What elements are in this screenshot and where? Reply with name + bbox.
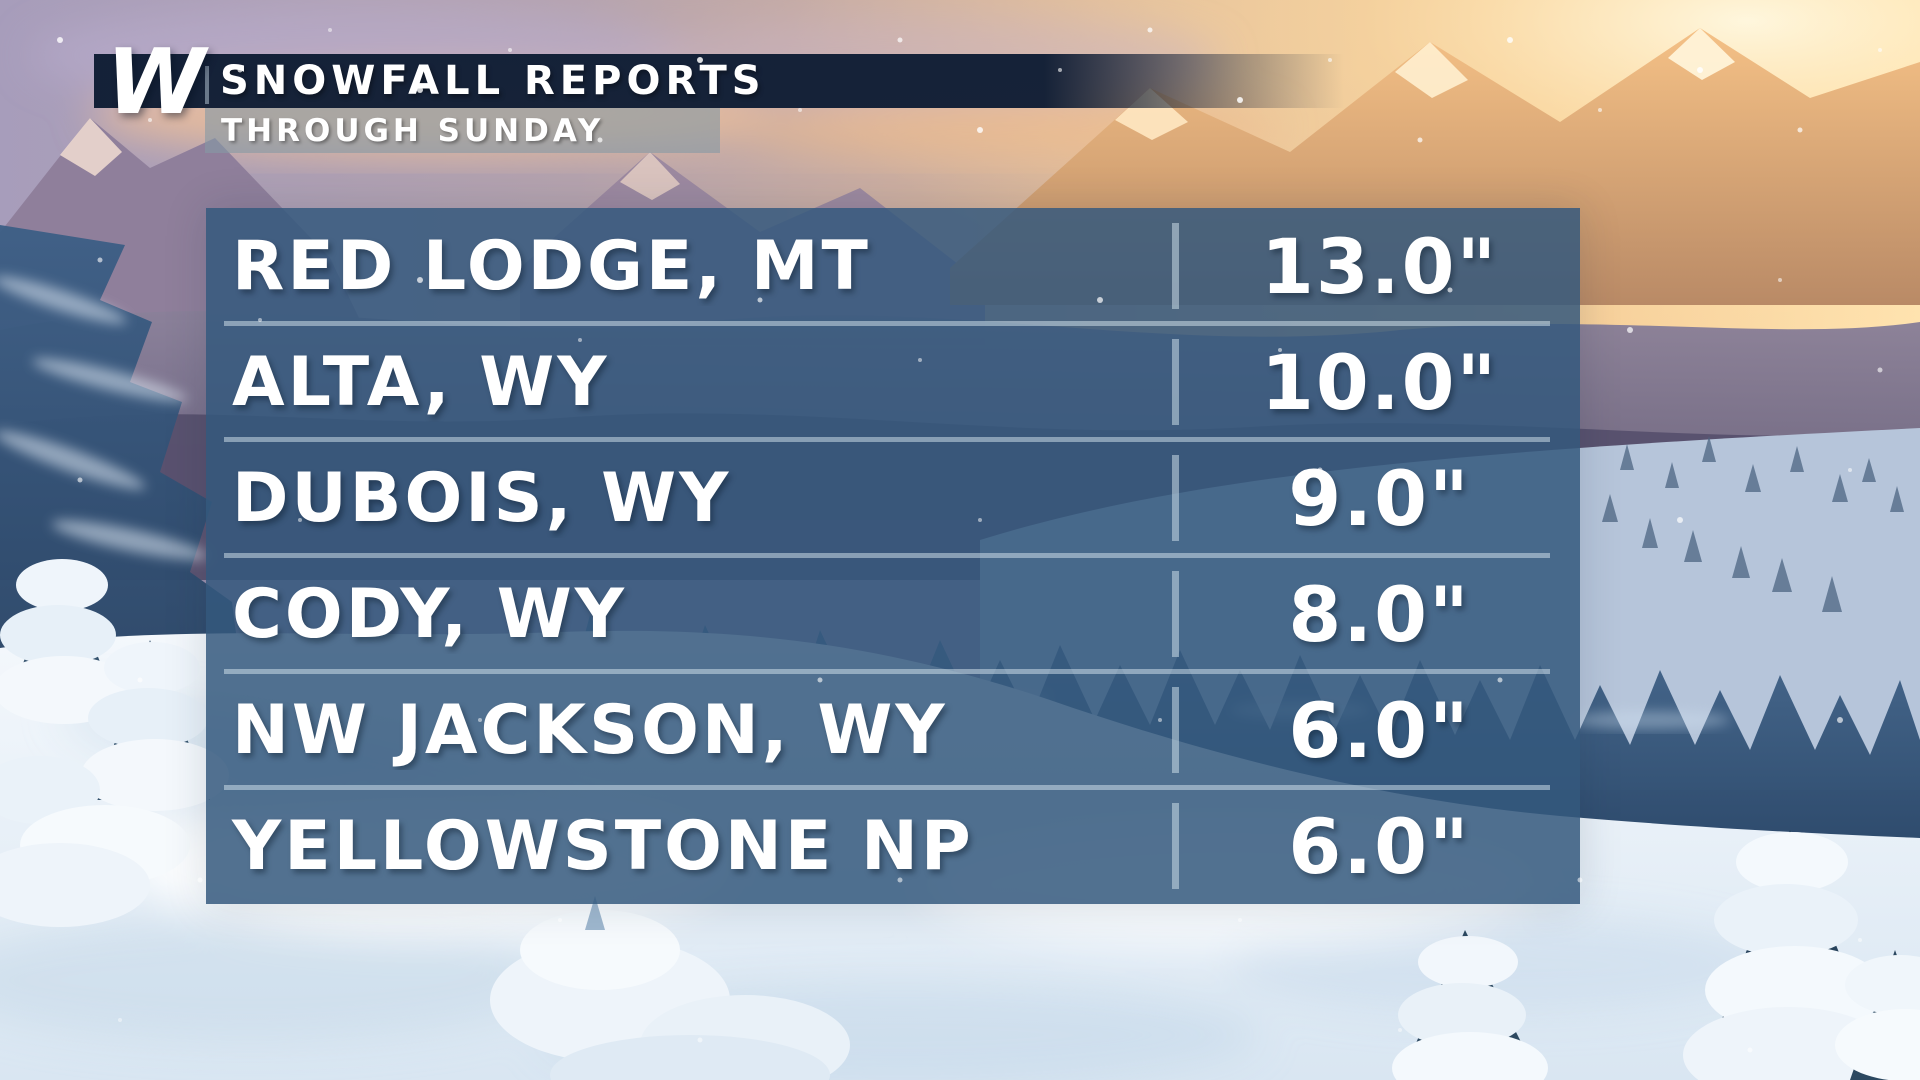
- column-divider: [1172, 455, 1179, 541]
- subtitle-bar: THROUGH SUNDAY: [205, 108, 720, 153]
- table-row: NW JACKSON, WY 6.0": [206, 669, 1580, 788]
- amount-cell: 10.0": [1260, 337, 1499, 427]
- location-cell: NW JACKSON, WY: [232, 690, 948, 770]
- page-subtitle: THROUGH SUNDAY: [221, 112, 605, 149]
- table-row: CODY, WY 8.0": [206, 553, 1580, 672]
- table-row: ALTA, WY 10.0": [206, 321, 1580, 440]
- location-cell: ALTA, WY: [232, 342, 610, 422]
- logo-divider: [205, 66, 209, 104]
- column-divider: [1172, 687, 1179, 773]
- amount-cell: 9.0": [1288, 453, 1471, 543]
- amount-cell: 6.0": [1288, 685, 1471, 775]
- amount-cell: 8.0": [1288, 569, 1471, 659]
- location-cell: RED LODGE, MT: [232, 226, 871, 306]
- column-divider: [1172, 571, 1179, 657]
- column-divider: [1172, 803, 1179, 889]
- weathernation-logo: W: [106, 30, 206, 135]
- page-title: SNOWFALL REPORTS: [220, 58, 766, 104]
- table-row: YELLOWSTONE NP 6.0": [206, 785, 1580, 904]
- location-cell: YELLOWSTONE NP: [232, 806, 974, 886]
- location-cell: CODY, WY: [232, 574, 627, 654]
- location-cell: DUBOIS, WY: [232, 458, 732, 538]
- amount-cell: 13.0": [1260, 221, 1499, 311]
- column-divider: [1172, 339, 1179, 425]
- amount-cell: 6.0": [1288, 801, 1471, 891]
- snowfall-report-panel: RED LODGE, MT 13.0" ALTA, WY 10.0" DUBOI…: [206, 208, 1580, 904]
- column-divider: [1172, 223, 1179, 309]
- table-row: DUBOIS, WY 9.0": [206, 437, 1580, 556]
- header-bar: W SNOWFALL REPORTS: [94, 38, 1344, 128]
- table-row: RED LODGE, MT 13.0": [206, 208, 1580, 324]
